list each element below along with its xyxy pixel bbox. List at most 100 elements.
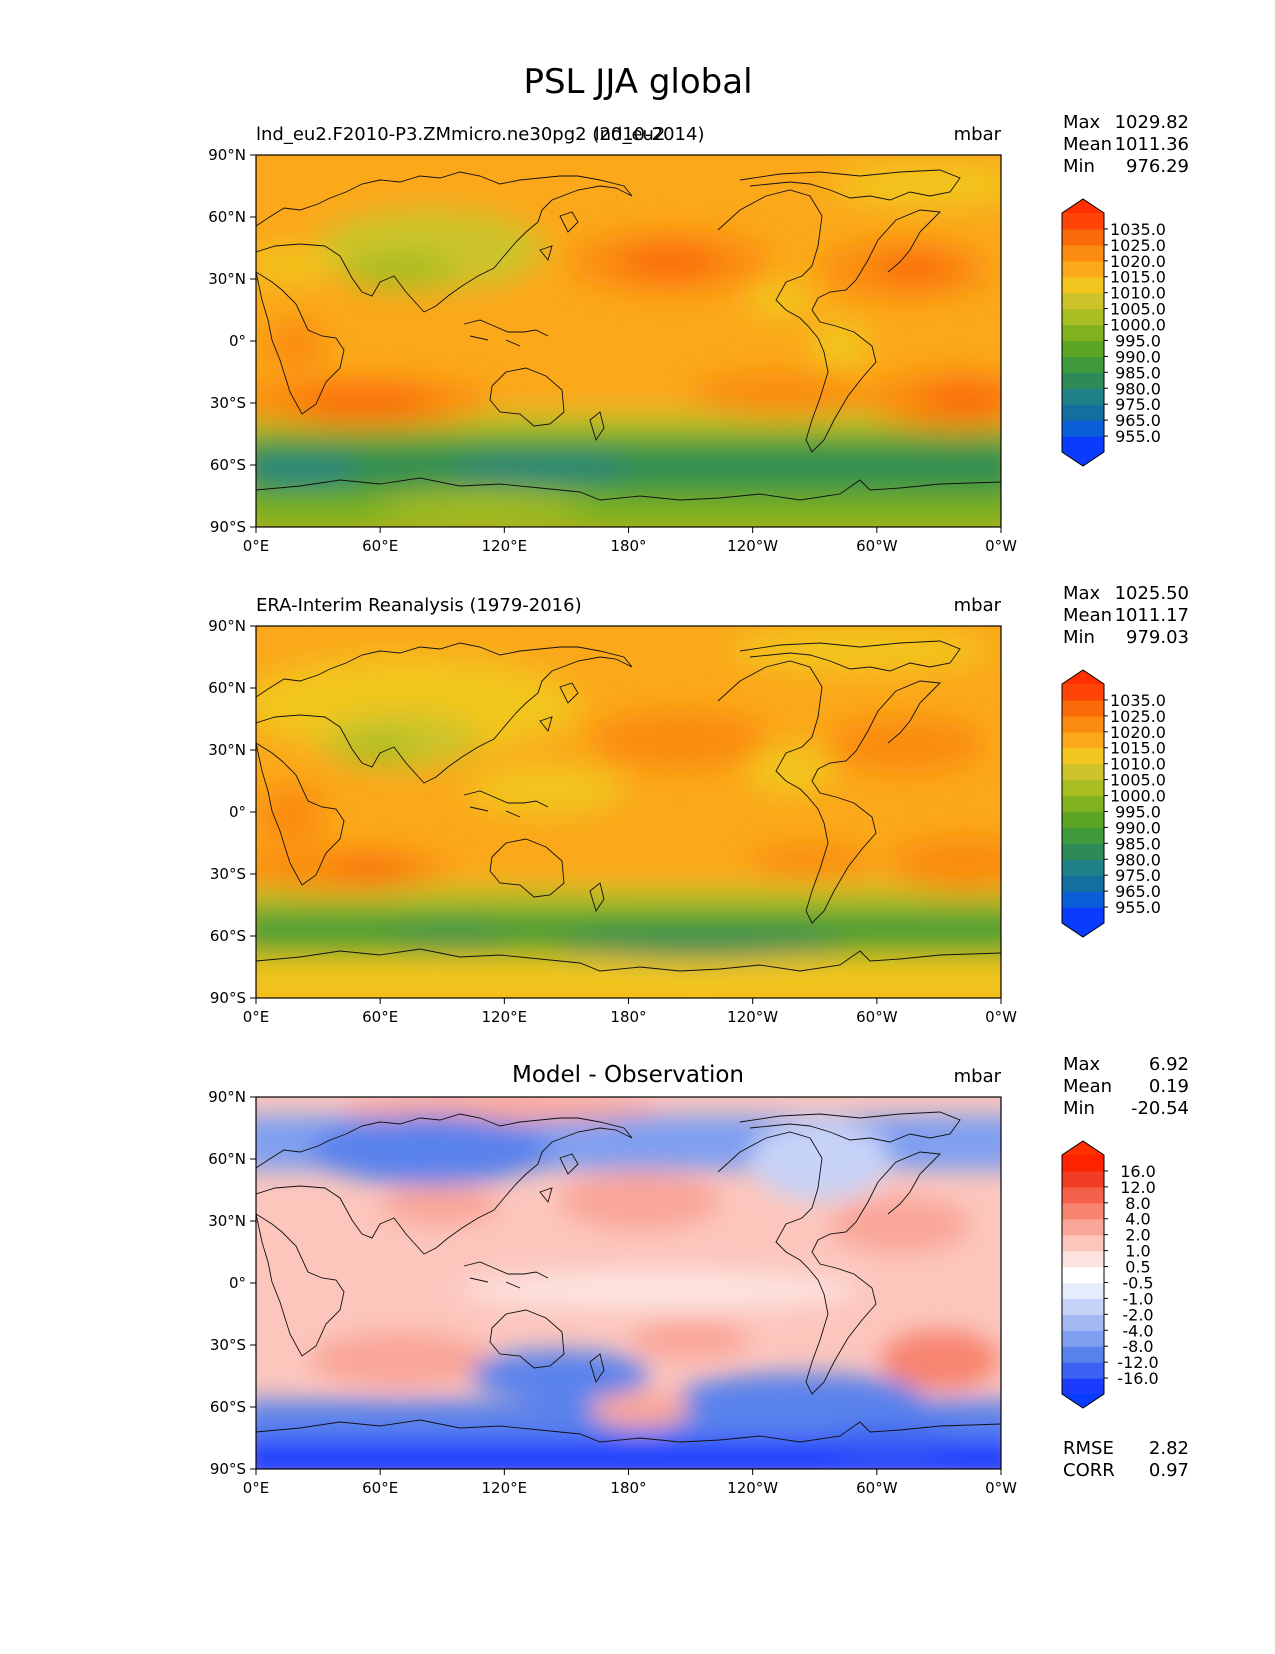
reference-lat-tick-label: 90°N xyxy=(208,617,246,635)
difference-colorbar-label: -4.0 xyxy=(1122,1321,1153,1340)
reference-mexican-low xyxy=(745,745,835,795)
difference-colorbar-segment xyxy=(1062,1186,1104,1204)
reference-colorbar-label: 1020.0 xyxy=(1110,723,1166,742)
reference-colorbar-label: 980.0 xyxy=(1115,850,1161,869)
model-colorbar-segment xyxy=(1062,276,1104,294)
difference-colorbar-segment xyxy=(1062,1282,1104,1299)
model-colorbar-segment xyxy=(1062,244,1104,262)
model-lat-tick-label: 60°N xyxy=(208,208,246,226)
model-colorbar-min-extend xyxy=(1062,452,1104,466)
reference-colorbar-segment xyxy=(1062,779,1104,797)
difference-colorbar-outline xyxy=(1061,1140,1105,1409)
model-stat-label: Max xyxy=(1063,112,1101,133)
model-arctic-band xyxy=(830,163,1001,207)
model-colorbar-label: 1010.0 xyxy=(1110,284,1166,303)
model-coast-africa xyxy=(256,271,345,415)
reference-lat-tick-label: 30°N xyxy=(208,741,246,759)
reference-african-high xyxy=(256,785,325,845)
difference-coast-americas xyxy=(717,1131,941,1395)
model-trough-weddell xyxy=(256,458,360,482)
reference-colorbar-segment xyxy=(1062,891,1104,908)
reference-colorbar-min-extend xyxy=(1062,923,1104,937)
difference-colorbar-label: 16.0 xyxy=(1120,1162,1156,1181)
difference-colorbar-label: 12.0 xyxy=(1120,1178,1156,1197)
difference-extra-stat-value: 0.97 xyxy=(1149,1460,1189,1481)
model-mexican-low xyxy=(745,282,815,318)
model-colorbar-max-extend xyxy=(1062,199,1104,213)
reference-trough-indian xyxy=(390,927,510,943)
difference-axes: 0°E 60°E 120°E 180° 120°W 60°W 0°W 90°N 60°N 30°N… xyxy=(208,1088,1017,1497)
model-coast-eurasia xyxy=(256,171,633,313)
reference-maritime-continent xyxy=(465,765,625,815)
model-coast-islands xyxy=(463,211,605,442)
reference-stat-label: Max xyxy=(1063,583,1101,604)
reference-colorbar-label: 955.0 xyxy=(1115,898,1161,917)
reference-colorbar: 955.0965.0975.0980.0985.0990.0995.01000.… xyxy=(1061,669,1166,938)
reference-colorbar-segment xyxy=(1062,699,1104,717)
difference-extra-stat-label: CORR xyxy=(1063,1460,1115,1481)
difference-colorbar-label: 0.5 xyxy=(1125,1258,1150,1277)
model-trough-indian xyxy=(450,458,630,478)
reference-stat-label: Min xyxy=(1063,627,1095,648)
reference-colorbar-label: 1025.0 xyxy=(1110,707,1166,726)
model-left-title: lnd_eu2.F2010-P3.ZMmicro.ne30pg2 (2010-2… xyxy=(256,124,704,145)
difference-coast-africa xyxy=(256,1213,345,1357)
reference-colorbar-label: 965.0 xyxy=(1115,882,1161,901)
model-azores-core xyxy=(875,254,955,282)
reference-colorbar-segment xyxy=(1062,684,1104,701)
diff-south-pacific-negative xyxy=(680,1373,920,1417)
difference-colorbar-min-extend xyxy=(1062,1394,1104,1408)
difference-colorbar-label: -8.0 xyxy=(1122,1337,1153,1356)
difference-colorbar: -16.0-12.0-8.0-4.0-2.0-1.0-0.50.51.02.04… xyxy=(1061,1140,1159,1409)
difference-colorbar-label: -12.0 xyxy=(1117,1353,1158,1372)
model-colorbar-label: 955.0 xyxy=(1115,427,1161,446)
reference-trough-ross xyxy=(560,931,840,959)
difference-map xyxy=(256,1097,1001,1469)
difference-stats: Max 6.92 Mean 0.19 Min -20.54 xyxy=(1063,1054,1189,1119)
diff-tropical-weak xyxy=(460,1270,860,1310)
difference-coast-australia xyxy=(489,1309,565,1369)
model-panel: lnd_eu2.F2010-P3.ZMmicro.ne30pg2 (2010-2… xyxy=(208,112,1189,555)
reference-colorbar-label: 1035.0 xyxy=(1110,691,1166,710)
diff-south-indian-positive xyxy=(310,1332,490,1388)
difference-stat-value: 0.19 xyxy=(1149,1076,1189,1097)
model-african-high xyxy=(265,320,325,370)
model-axes: 0°E 60°E 120°E 180° 120°W 60°W 0°W 90°N 60°N 30°N… xyxy=(208,146,1017,555)
difference-colorbar-label: 8.0 xyxy=(1125,1194,1150,1213)
model-stat-value: 976.29 xyxy=(1126,156,1189,177)
difference-colorbar-segment xyxy=(1062,1234,1104,1252)
difference-panel: Model - Observation mbar 0°E 60°E 120°E 180… xyxy=(208,1054,1189,1497)
difference-extra-stat-value: 2.82 xyxy=(1149,1438,1189,1459)
model-colorbar-label: 1005.0 xyxy=(1110,300,1166,319)
model-colorbar-segment xyxy=(1062,388,1104,405)
model-south-atlantic-core xyxy=(920,384,1001,416)
reference-colorbar-max-extend xyxy=(1062,670,1104,684)
reference-colorbar-segment xyxy=(1062,763,1104,781)
reference-units: mbar xyxy=(954,595,1002,616)
difference-colorbar-segment xyxy=(1062,1202,1104,1220)
difference-colorbar-label: -0.5 xyxy=(1122,1273,1153,1292)
reference-south-pacific-high xyxy=(750,846,870,878)
difference-center-title: Model - Observation xyxy=(512,1062,744,1088)
model-south-pacific-high xyxy=(690,373,870,417)
reference-map xyxy=(256,626,1001,998)
reference-colorbar-segment xyxy=(1062,731,1104,749)
model-coast-australia xyxy=(489,367,565,427)
reference-coast-antarctica xyxy=(256,948,1001,972)
difference-coast-eurasia xyxy=(256,1113,633,1255)
difference-colorbar-label: 2.0 xyxy=(1125,1226,1150,1245)
reference-colorbar-segment xyxy=(1062,715,1104,733)
model-lat-tick-label: 90°S xyxy=(210,518,246,536)
model-colorbar-segment xyxy=(1062,356,1104,373)
model-lat-tick-label: 0° xyxy=(229,332,246,350)
reference-asian-low-core xyxy=(340,736,420,760)
model-colorbar-label: 1015.0 xyxy=(1110,268,1166,287)
figure-title: PSL JJA global xyxy=(523,62,752,102)
model-colorbar-segment xyxy=(1062,404,1104,421)
model-colorbar-label: 975.0 xyxy=(1115,395,1161,414)
difference-stat-value: -20.54 xyxy=(1131,1098,1189,1119)
reference-lon-tick-label: 120°E xyxy=(482,1008,528,1026)
model-stat-label: Mean xyxy=(1063,134,1112,155)
difference-colorbar-max-extend xyxy=(1062,1141,1104,1155)
